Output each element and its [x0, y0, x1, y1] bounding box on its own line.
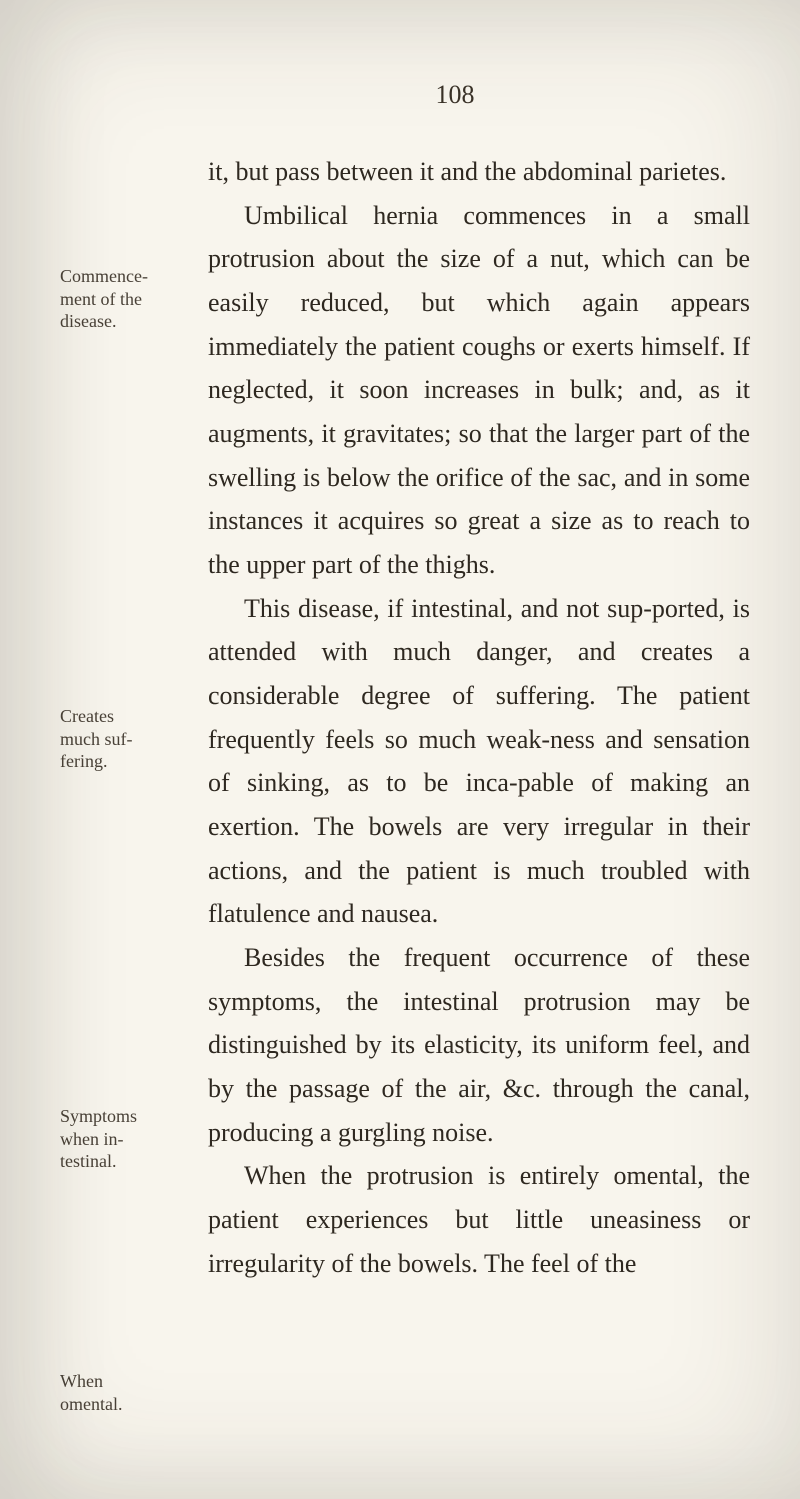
- paragraph: When the protrusion is entirely omental,…: [208, 1154, 750, 1285]
- paragraph: Umbilical hernia commences in a small pr…: [208, 194, 750, 587]
- margin-note: Creates much suf- fering.: [60, 705, 190, 773]
- margin-note: Symptoms when in- testinal.: [60, 1105, 190, 1173]
- page-content: Commence- ment of the disease. Creates m…: [60, 150, 750, 1285]
- page-number: 108: [160, 80, 750, 110]
- body-column: it, but pass between it and the abdomina…: [208, 150, 750, 1285]
- margin-note: When omental.: [60, 1370, 190, 1415]
- margin-column: Commence- ment of the disease. Creates m…: [60, 150, 190, 1285]
- paragraph: This disease, if intestinal, and not sup…: [208, 587, 750, 936]
- paragraph: it, but pass between it and the abdomina…: [208, 150, 750, 194]
- book-page: 108 Commence- ment of the disease. Creat…: [0, 0, 800, 1499]
- paragraph: Besides the frequent occurrence of these…: [208, 936, 750, 1154]
- margin-note: Commence- ment of the disease.: [60, 265, 190, 333]
